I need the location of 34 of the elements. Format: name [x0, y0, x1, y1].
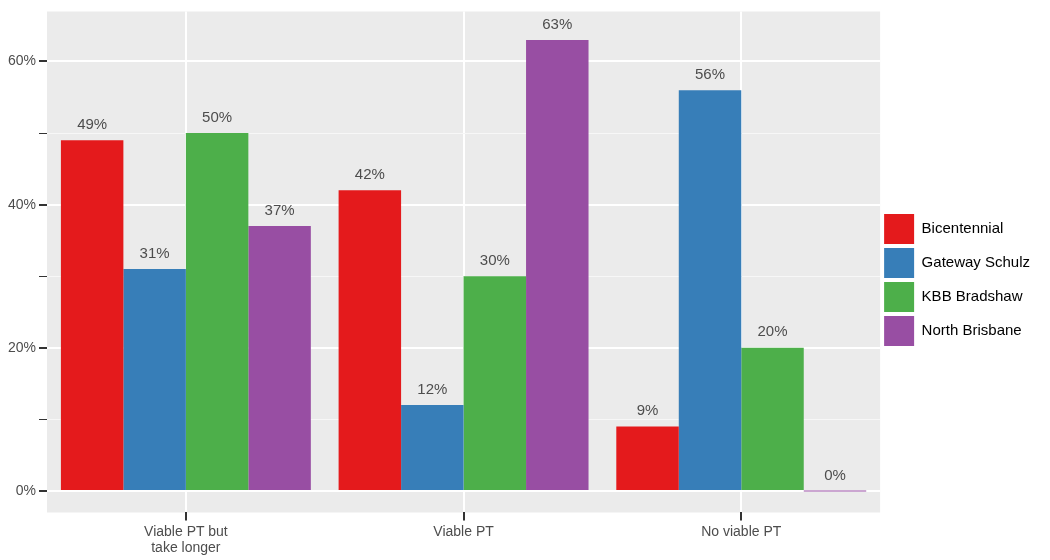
- legend-label: Bicentennial: [921, 219, 1004, 237]
- bar: [60, 140, 124, 490]
- data-label: 30%: [479, 250, 510, 268]
- bar: [248, 226, 311, 490]
- data-label: 31%: [139, 243, 170, 261]
- y-tick-label: 40%: [7, 195, 37, 212]
- data-label: 0%: [824, 466, 846, 484]
- data-label: 20%: [757, 322, 788, 340]
- x-tick-label: Viable PT: [433, 522, 495, 539]
- bar: [616, 426, 679, 490]
- data-label: 37%: [264, 200, 295, 218]
- bar: [338, 190, 402, 490]
- y-tick-label: 60%: [7, 52, 37, 69]
- bar: [463, 276, 527, 490]
- data-label: 50%: [202, 107, 233, 125]
- legend-label: Gateway Schulz: [921, 253, 1031, 271]
- bar: [123, 269, 186, 490]
- y-tick-label: 20%: [7, 338, 37, 355]
- bar: [185, 133, 249, 490]
- bar: [526, 40, 589, 490]
- bar: [401, 405, 464, 490]
- x-tick-label: No viable PT: [701, 522, 782, 539]
- bar: [678, 90, 742, 490]
- data-label: 49%: [77, 114, 108, 132]
- data-label: 12%: [417, 379, 448, 397]
- data-label: 56%: [695, 64, 726, 82]
- bar: [741, 347, 804, 490]
- y-tick-label: 0%: [15, 481, 37, 498]
- data-label: 63%: [542, 14, 573, 32]
- data-label: 9%: [636, 401, 659, 419]
- legend-label: KBB Bradshaw: [921, 287, 1023, 305]
- x-tick-label: Viable PT but take longer: [144, 522, 228, 556]
- legend-label: North Brisbane: [921, 321, 1022, 339]
- data-label: 42%: [354, 164, 385, 182]
